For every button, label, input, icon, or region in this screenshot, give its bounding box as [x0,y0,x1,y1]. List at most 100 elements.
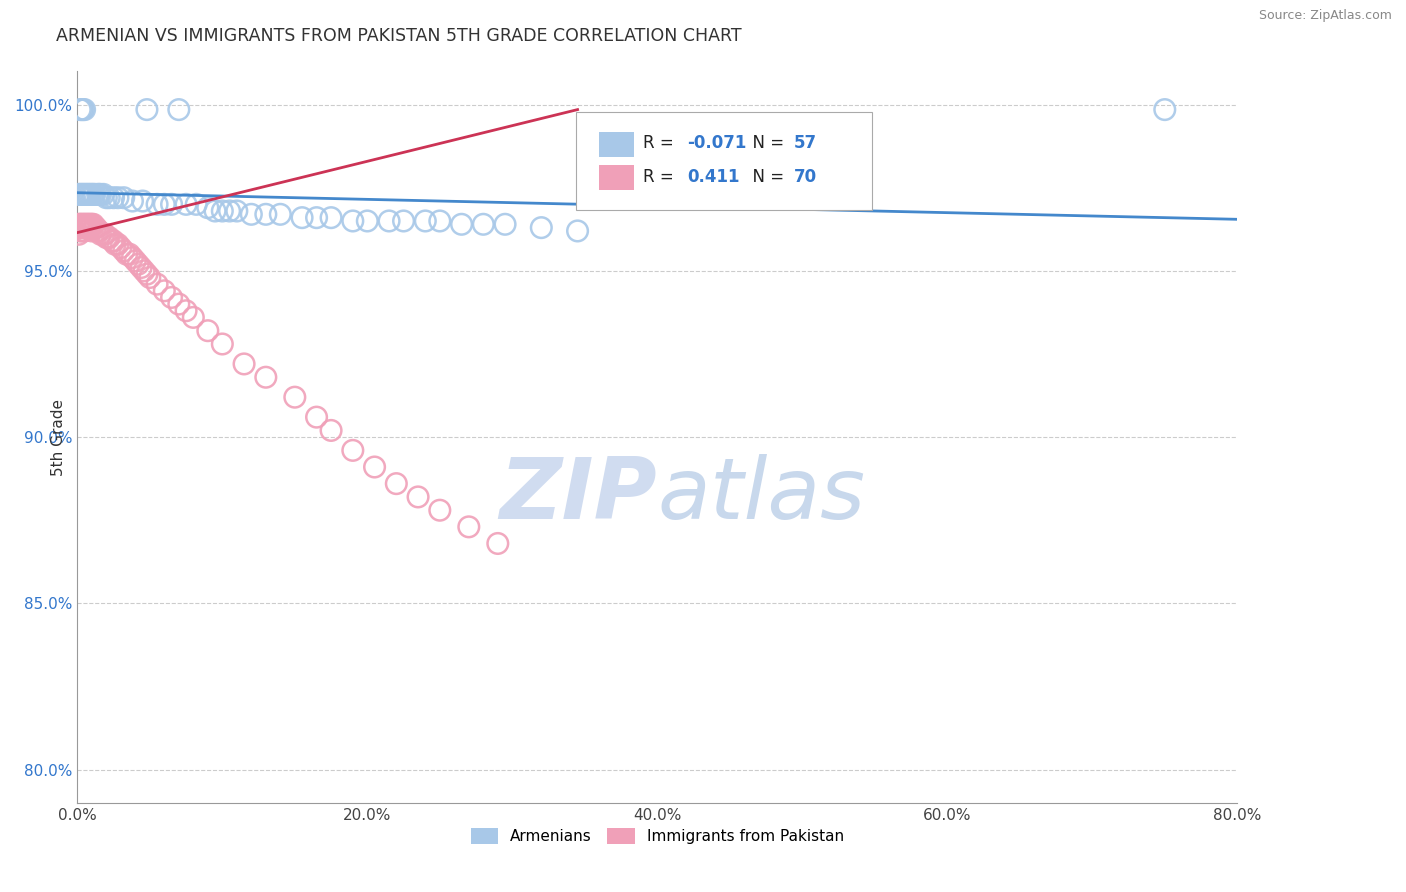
Point [494,217,516,231]
Point [160,290,183,304]
Point [96,191,118,205]
Text: 57: 57 [794,134,817,152]
Point [72,217,94,231]
Point [77,220,100,235]
Bar [599,132,634,157]
Legend: Armenians, Immigrants from Pakistan: Armenians, Immigrants from Pakistan [464,822,851,850]
Point [103,191,125,205]
Point [110,241,132,255]
Point [146,277,169,292]
Point [101,234,124,248]
Point [160,197,183,211]
Point [127,257,149,271]
Point [83,187,105,202]
Point [77,217,100,231]
Point [76,187,98,202]
Point [131,194,153,208]
Text: -0.071: -0.071 [688,134,747,152]
Point [69,187,91,202]
Point [124,253,146,268]
Point [67,220,90,235]
Point [70,217,93,231]
Point [73,220,96,235]
Point [363,460,385,475]
Point [167,103,190,117]
Point [75,187,97,202]
Point [392,214,415,228]
Point [378,214,401,228]
Point [79,187,101,202]
Point [86,187,108,202]
Point [305,211,328,225]
Point [204,204,226,219]
Point [79,220,101,235]
Point [225,204,247,219]
Point [450,217,472,231]
Point [82,217,104,231]
Point [254,370,277,384]
Point [153,197,176,211]
Point [132,264,155,278]
Point [121,194,143,208]
Point [70,220,93,235]
Point [67,227,90,242]
Point [1153,103,1175,117]
Point [319,211,342,225]
Point [80,224,103,238]
Point [98,191,121,205]
Y-axis label: 5th Grade: 5th Grade [51,399,66,475]
Point [103,234,125,248]
FancyBboxPatch shape [576,112,872,211]
Text: R =: R = [644,169,679,186]
Text: 70: 70 [794,169,817,186]
Point [233,357,256,371]
Point [93,187,115,202]
Text: ARMENIAN VS IMMIGRANTS FROM PAKISTAN 5TH GRADE CORRELATION CHART: ARMENIAN VS IMMIGRANTS FROM PAKISTAN 5TH… [56,27,742,45]
Point [567,224,589,238]
Point [121,251,143,265]
Point [429,503,451,517]
Point [457,520,479,534]
Point [530,220,553,235]
Point [67,217,90,231]
Point [94,227,117,242]
Point [129,260,152,275]
Text: N =: N = [742,134,789,152]
Point [75,220,97,235]
Point [77,187,100,202]
Point [112,244,135,258]
Point [197,201,219,215]
Point [83,220,105,235]
Point [69,217,91,231]
Point [218,204,240,219]
Point [136,267,159,281]
Point [174,197,197,211]
Point [84,220,107,235]
Point [356,214,378,228]
Point [70,187,93,202]
Point [486,536,509,550]
Point [319,424,342,438]
Point [174,303,197,318]
Point [254,207,277,221]
Point [429,214,451,228]
Point [197,324,219,338]
Point [72,220,94,235]
Point [73,217,96,231]
Point [72,187,94,202]
Point [104,237,127,252]
Point [240,207,263,221]
Point [413,214,436,228]
Point [80,187,103,202]
Point [406,490,429,504]
Point [107,191,129,205]
Point [385,476,408,491]
Point [80,217,103,231]
Point [90,227,111,242]
Point [70,224,93,238]
Point [136,103,159,117]
Point [118,247,141,261]
Point [73,224,96,238]
Point [73,103,96,117]
Point [186,197,208,211]
